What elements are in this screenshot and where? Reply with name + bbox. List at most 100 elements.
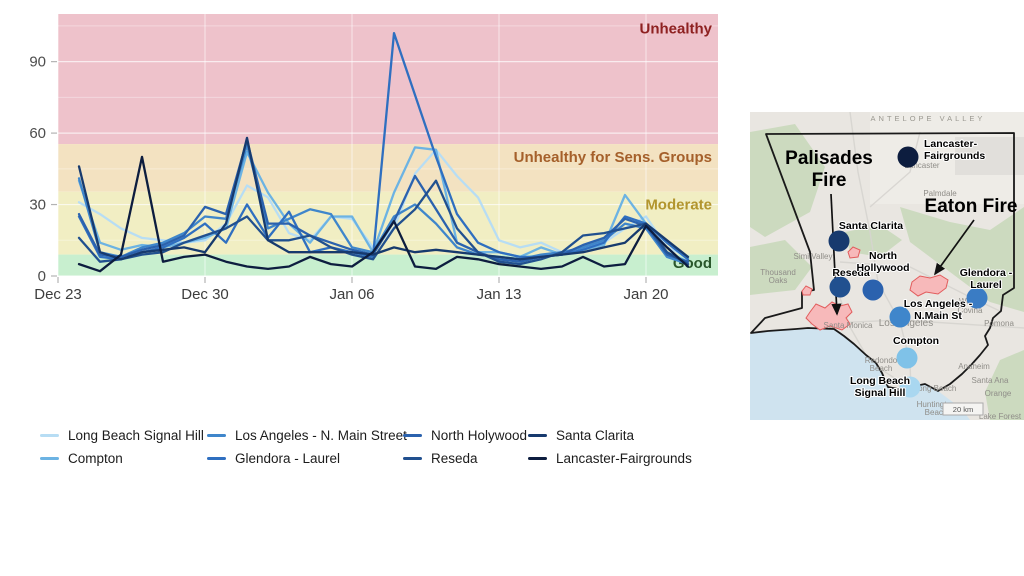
map-place-label: Huntington — [917, 400, 956, 409]
station-dot-santa-clarita — [828, 230, 850, 252]
y-tick-label: 90 — [29, 54, 46, 71]
map-place-label: Beach — [870, 364, 893, 373]
map-place-label: Thousand — [760, 268, 796, 277]
legend-swatch — [207, 434, 226, 437]
station-label: Signal Hill — [855, 387, 906, 399]
fire-perimeter — [801, 285, 813, 296]
series-line-lancaster-fairgrounds — [77, 155, 690, 273]
x-tick-label: Jan 20 — [623, 286, 668, 303]
station-label: Fairgrounds — [924, 150, 985, 162]
fire-label: Palisades — [785, 148, 873, 169]
station-label: Glendora - — [960, 267, 1013, 279]
x-tick-label: Jan 06 — [329, 286, 374, 303]
legend-item: Glendora - Laurel — [207, 447, 403, 470]
legend-swatch — [207, 457, 226, 460]
fire-label: Eaton Fire — [925, 196, 1018, 217]
legend-swatch — [528, 457, 547, 460]
station-dot-reseda — [829, 276, 851, 298]
legend-label: Long Beach Signal Hill — [68, 428, 204, 443]
map-place-label: Lancaster — [904, 161, 939, 170]
legend-label: Los Angeles - N. Main Street — [235, 428, 407, 443]
y-tick-label: 30 — [29, 197, 46, 214]
legend-item: North Holywood — [403, 424, 528, 447]
map-label-backing — [955, 137, 1024, 175]
station-map-panel: ANTELOPE VALLEY Lancaster Palmdale Thousand… — [750, 111, 1024, 421]
map-terrain — [845, 225, 902, 257]
band-label: Unhealthy — [639, 20, 712, 37]
x-tick-label: Dec 23 — [34, 286, 82, 303]
aqi-timeseries-chart: Unhealthy Unhealthy for Sens. Groups Moder… — [0, 0, 745, 315]
legend-item: Lancaster-Fairgrounds — [528, 447, 712, 470]
series-line-glendora-laurel — [77, 31, 690, 261]
legend-item: Long Beach Signal Hill — [40, 424, 207, 447]
legend-label: Santa Clarita — [556, 428, 635, 443]
station-label: Compton — [893, 335, 939, 347]
aqi-band — [58, 144, 718, 192]
station-label: Laurel — [970, 279, 1002, 291]
map-place-label: Beach — [925, 408, 948, 417]
legend-swatch — [40, 434, 59, 437]
map-place-label: Palmdale — [923, 189, 957, 198]
legend-item: Santa Clarita — [528, 424, 712, 447]
legend-swatch — [403, 434, 422, 437]
station-dot-long-beach-signal-hill — [899, 376, 921, 398]
fire-perimeter — [847, 246, 861, 259]
map-place-label: Redondo — [865, 356, 898, 365]
map-terrain — [900, 207, 1024, 312]
map-terrain — [750, 240, 812, 295]
station-label: Reseda — [832, 267, 870, 279]
map-place-label: Pomona — [984, 319, 1014, 328]
legend-label: North Holywood — [431, 428, 528, 443]
station-label: Long Beach — [850, 375, 910, 387]
series-line-santa-clarita — [77, 136, 690, 261]
station-label: Lancaster- — [924, 138, 978, 150]
map-place-label: Covina — [958, 306, 983, 315]
chart-legend: Long Beach Signal Hill Compton Los Angeles… — [40, 424, 712, 470]
map-terrain — [985, 350, 1024, 420]
map-place-label: Simi Valley — [794, 252, 833, 261]
x-tick-label: Jan 13 — [476, 286, 521, 303]
county-outline — [750, 132, 1015, 392]
map-place-label: Anaheim — [958, 362, 990, 371]
legend-item: Compton — [40, 447, 207, 470]
fire-arrow — [934, 219, 975, 276]
map-place-label: Long Beach — [914, 384, 957, 393]
map-scale-bar — [942, 402, 984, 416]
y-tick-label: 0 — [38, 268, 46, 285]
map-ocean — [750, 328, 970, 420]
series-line-los-angeles-n-main-street — [77, 143, 690, 266]
station-dot-lancaster-fairgrounds — [897, 146, 919, 168]
fire-perimeter — [909, 274, 949, 297]
aqi-band — [58, 14, 718, 145]
region-label: ANTELOPE VALLEY — [871, 114, 986, 123]
map-place-label: Santa Monica — [824, 321, 873, 330]
band-label: Unhealthy for Sens. Groups — [514, 149, 712, 166]
legend-swatch — [528, 434, 547, 437]
map-svg: ANTELOPE VALLEY Lancaster Palmdale Thousand… — [750, 111, 1024, 421]
map-place-label: Lake Forest — [979, 412, 1022, 420]
station-dot-glendora-laurel — [966, 287, 988, 309]
map-terrain — [750, 124, 825, 237]
legend-label: Compton — [68, 451, 123, 466]
legend-label: Lancaster-Fairgrounds — [556, 451, 692, 466]
station-label: N.Main St — [914, 310, 962, 322]
band-label: Moderate — [645, 197, 712, 214]
station-dot-north-hollywood — [862, 279, 884, 301]
map-road — [869, 131, 921, 208]
legend-item: Los Angeles - N. Main Street — [207, 424, 407, 447]
fire-label: Fire — [812, 170, 847, 191]
legend-swatch — [403, 457, 422, 460]
legend-item: Reseda — [403, 447, 528, 470]
series-line-reseda — [77, 179, 690, 266]
station-label: Santa Clarita — [839, 220, 903, 232]
station-dot-los-angeles-n-main-st — [889, 306, 911, 328]
map-place-label: Santa Ana — [972, 376, 1009, 385]
map-place-label: Orange — [985, 389, 1012, 398]
station-label: Hollywood — [856, 262, 909, 274]
legend-label: Glendora - Laurel — [235, 451, 341, 466]
station-label: Los Angeles - — [904, 298, 973, 310]
station-label: North — [869, 250, 897, 262]
x-tick-label: Dec 30 — [181, 286, 229, 303]
map-scale-label: 20 km — [953, 405, 973, 414]
